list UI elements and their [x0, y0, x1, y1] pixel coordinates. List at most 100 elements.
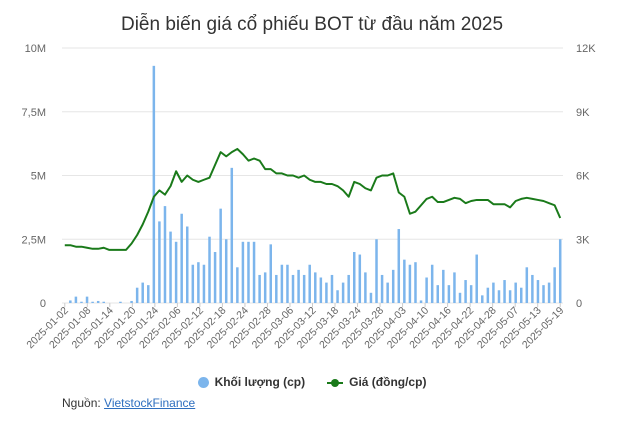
volume-bar[interactable] — [547, 282, 551, 303]
volume-bar[interactable] — [347, 274, 350, 303]
volume-bar[interactable] — [369, 292, 373, 303]
right-tick-label: 3K — [576, 234, 590, 246]
volume-bar[interactable] — [213, 252, 217, 303]
volume-bars — [69, 65, 562, 304]
right-tick-label: 0 — [576, 298, 582, 310]
volume-bar[interactable] — [102, 301, 106, 303]
volume-bar[interactable] — [158, 221, 161, 303]
volume-bar[interactable] — [252, 241, 256, 303]
volume-bar[interactable] — [481, 295, 484, 303]
volume-bar[interactable] — [258, 274, 261, 303]
volume-bar[interactable] — [558, 239, 562, 303]
volume-bar[interactable] — [375, 239, 378, 303]
volume-bar[interactable] — [219, 208, 222, 303]
volume-bar[interactable] — [408, 264, 412, 303]
volume-bar[interactable] — [403, 259, 406, 303]
volume-bar[interactable] — [386, 282, 389, 303]
volume-bar[interactable] — [197, 262, 200, 303]
volume-bar[interactable] — [286, 264, 289, 303]
volume-bar[interactable] — [230, 167, 234, 303]
volume-bar[interactable] — [514, 282, 517, 303]
volume-bar[interactable] — [314, 272, 317, 303]
volume-bar[interactable] — [442, 269, 445, 303]
volume-bar[interactable] — [74, 296, 78, 304]
volume-bar[interactable] — [391, 269, 395, 303]
volume-bar[interactable] — [297, 269, 300, 303]
volume-bar[interactable] — [280, 264, 284, 303]
volume-bar[interactable] — [525, 267, 529, 303]
left-tick-label: 0 — [40, 298, 46, 310]
legend-item-price[interactable]: Giá (đồng/cp) — [327, 375, 426, 389]
volume-bar[interactable] — [247, 241, 250, 303]
volume-bar[interactable] — [453, 272, 456, 303]
legend-label-volume: Khối lượng (cp) — [214, 375, 306, 389]
price-series-line[interactable] — [64, 147, 562, 251]
volume-bar[interactable] — [353, 252, 356, 303]
volume-bar[interactable] — [163, 206, 167, 303]
volume-bar[interactable] — [119, 301, 122, 303]
volume-bar[interactable] — [503, 280, 506, 303]
volume-bar[interactable] — [341, 282, 345, 303]
volume-bar[interactable] — [475, 254, 478, 303]
volume-bar[interactable] — [275, 274, 278, 303]
left-axis-ticks: 0 2,5M 5M 7,5M 10M — [22, 43, 46, 310]
volume-bar[interactable] — [224, 239, 228, 303]
volume-bar[interactable] — [291, 274, 295, 303]
volume-bar[interactable] — [80, 301, 83, 303]
volume-bar[interactable] — [69, 300, 72, 303]
volume-bar[interactable] — [508, 290, 512, 303]
volume-bar[interactable] — [364, 272, 367, 303]
volume-bar[interactable] — [147, 285, 150, 303]
volume-bar[interactable] — [436, 285, 440, 303]
volume-bar[interactable] — [135, 287, 139, 303]
volume-bar[interactable] — [536, 280, 540, 303]
legend-item-volume[interactable]: Khối lượng (cp) — [197, 375, 306, 389]
right-tick-label: 6K — [576, 171, 590, 183]
volume-bar[interactable] — [542, 285, 545, 303]
volume-bar[interactable] — [130, 300, 133, 303]
volume-bar[interactable] — [419, 300, 423, 303]
volume-bar[interactable] — [191, 264, 195, 303]
volume-bar[interactable] — [302, 274, 306, 303]
volume-bar[interactable] — [236, 267, 239, 303]
volume-bar[interactable] — [325, 282, 328, 303]
volume-bar[interactable] — [492, 282, 495, 303]
chart-title: Diễn biến giá cổ phiếu BOT từ đầu năm 20… — [120, 14, 504, 35]
volume-bar[interactable] — [497, 290, 501, 303]
volume-bar[interactable] — [414, 262, 417, 303]
volume-bar[interactable] — [380, 274, 384, 303]
volume-bar[interactable] — [458, 292, 462, 303]
volume-bar[interactable] — [85, 296, 89, 304]
volume-bar[interactable] — [486, 287, 490, 303]
volume-bar[interactable] — [96, 300, 100, 303]
volume-bar[interactable] — [208, 236, 211, 303]
volume-bar[interactable] — [169, 231, 172, 303]
source-link[interactable]: VietstockFinance — [104, 396, 196, 410]
left-tick-label: 2,5M — [22, 234, 46, 246]
volume-bar[interactable] — [91, 301, 94, 303]
volume-bar[interactable] — [241, 241, 245, 303]
volume-bar[interactable] — [186, 226, 189, 304]
volume-bar[interactable] — [202, 264, 206, 303]
volume-bar[interactable] — [469, 285, 473, 303]
volume-bar[interactable] — [319, 277, 323, 304]
volume-bar[interactable] — [520, 287, 523, 303]
volume-bar[interactable] — [464, 280, 467, 303]
volume-bar[interactable] — [553, 267, 556, 303]
volume-bar[interactable] — [180, 213, 183, 303]
volume-bar[interactable] — [308, 264, 311, 303]
price-line — [64, 147, 562, 251]
volume-bar[interactable] — [152, 65, 156, 303]
volume-bar[interactable] — [269, 244, 273, 303]
volume-bar[interactable] — [425, 277, 428, 304]
volume-bar[interactable] — [447, 285, 451, 303]
volume-bar[interactable] — [358, 254, 362, 303]
volume-bar[interactable] — [174, 241, 178, 303]
volume-bar[interactable] — [336, 290, 339, 303]
volume-bar[interactable] — [330, 274, 334, 303]
volume-bar[interactable] — [263, 272, 267, 303]
volume-bar[interactable] — [430, 264, 434, 303]
volume-bar[interactable] — [397, 229, 401, 303]
volume-bar[interactable] — [141, 282, 144, 303]
volume-bar[interactable] — [531, 274, 534, 303]
